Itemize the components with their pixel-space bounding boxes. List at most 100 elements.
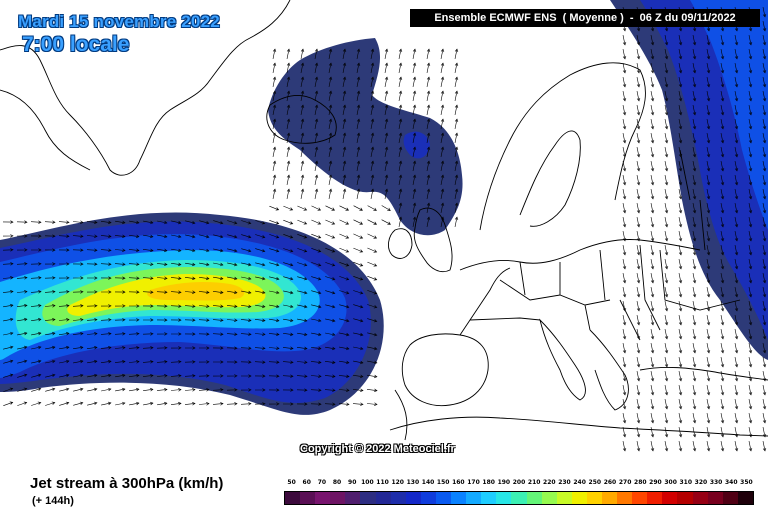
wind-arrow-icon xyxy=(314,90,319,101)
wind-arrow-icon xyxy=(129,234,140,239)
wind-arrow-icon xyxy=(692,189,697,200)
wind-arrow-icon xyxy=(762,105,767,116)
wind-arrow-icon xyxy=(198,374,210,378)
wind-arrow-icon xyxy=(412,188,417,199)
wind-arrow-icon xyxy=(272,76,277,87)
wind-arrow-icon xyxy=(30,304,42,308)
wind-arrow-icon xyxy=(734,217,739,228)
wind-arrow-icon xyxy=(678,189,683,200)
wind-arrow-icon xyxy=(762,35,767,46)
wind-arrow-icon xyxy=(664,399,669,410)
wind-arrow-icon xyxy=(338,374,350,378)
scale-label: 180 xyxy=(482,479,495,486)
scale-swatch xyxy=(300,492,316,504)
wind-arrow-icon xyxy=(622,63,627,74)
wind-arrow-icon xyxy=(272,132,277,143)
wind-arrow-icon xyxy=(199,262,210,267)
wind-arrow-icon xyxy=(2,248,14,252)
wind-arrow-icon xyxy=(353,374,364,379)
wind-arrow-icon xyxy=(706,231,711,242)
forecast-local-time: 7:00 locale xyxy=(22,33,130,56)
wind-arrow-icon xyxy=(325,219,336,225)
wind-arrow-icon xyxy=(636,49,641,60)
wind-arrow-icon xyxy=(762,133,767,144)
wind-arrow-icon xyxy=(328,48,333,59)
scale-label: 60 xyxy=(302,479,311,486)
wind-arrow-icon xyxy=(339,247,350,253)
wind-arrow-icon xyxy=(412,48,417,59)
wind-arrow-icon xyxy=(314,132,319,143)
wind-arrow-icon xyxy=(212,332,224,336)
wind-arrow-icon xyxy=(296,402,308,406)
wind-arrow-icon xyxy=(622,315,627,326)
wind-arrow-icon xyxy=(720,343,725,354)
wind-arrow-icon xyxy=(384,174,389,185)
wind-arrow-icon xyxy=(297,234,308,239)
wind-arrow-icon xyxy=(325,262,336,267)
wind-arrow-icon xyxy=(426,188,431,199)
wind-arrow-icon xyxy=(367,374,378,379)
wind-arrow-icon xyxy=(255,234,266,239)
wind-arrow-icon xyxy=(353,332,364,337)
wind-arrow-icon xyxy=(356,146,361,157)
wind-arrow-icon xyxy=(440,188,445,199)
wind-arrow-icon xyxy=(384,62,389,73)
wind-arrow-icon xyxy=(692,119,697,130)
wind-arrow-icon xyxy=(678,259,683,270)
wind-arrow-icon xyxy=(706,371,711,382)
wind-arrow-icon xyxy=(636,315,641,326)
wind-arrow-icon xyxy=(269,262,280,267)
wind-arrow-icon xyxy=(268,332,280,336)
wind-arrow-icon xyxy=(664,35,669,46)
wind-arrow-icon xyxy=(748,175,753,186)
wind-arrow-icon xyxy=(622,105,627,116)
wind-arrow-icon xyxy=(142,290,154,294)
wind-arrow-icon xyxy=(412,132,417,143)
wind-arrow-icon xyxy=(748,441,753,452)
wind-arrow-icon xyxy=(384,90,389,101)
wind-arrow-icon xyxy=(328,104,333,115)
wind-arrow-icon xyxy=(664,329,669,340)
wind-arrow-icon xyxy=(353,360,364,365)
wind-arrow-icon xyxy=(142,374,154,378)
wind-arrow-icon xyxy=(734,35,739,46)
wind-arrow-icon xyxy=(636,399,641,410)
wind-arrow-icon xyxy=(356,132,361,143)
wind-arrow-icon xyxy=(622,343,627,354)
wind-arrow-icon xyxy=(706,217,711,228)
wind-arrow-icon xyxy=(156,304,168,308)
wind-arrow-icon xyxy=(338,402,350,406)
scale-swatch xyxy=(586,492,602,504)
wind-arrow-icon xyxy=(412,146,417,157)
wind-arrow-icon xyxy=(367,219,378,225)
wind-arrow-icon xyxy=(86,318,98,322)
wind-arrow-icon xyxy=(678,343,683,354)
wind-arrow-icon xyxy=(58,276,70,280)
wind-arrow-icon xyxy=(314,188,319,199)
wind-arrow-icon xyxy=(622,427,627,438)
wind-arrow-icon xyxy=(297,332,308,337)
wind-arrow-icon xyxy=(748,133,753,144)
wind-arrow-icon xyxy=(198,402,210,406)
wind-arrow-icon xyxy=(440,216,445,227)
wind-arrow-icon xyxy=(16,290,28,294)
wind-arrow-icon xyxy=(268,388,280,392)
wind-arrow-icon xyxy=(367,360,378,365)
wind-arrow-icon xyxy=(398,216,403,227)
wind-arrow-icon xyxy=(73,276,84,280)
wind-arrow-icon xyxy=(241,276,252,281)
wind-arrow-icon xyxy=(45,359,56,364)
wind-arrow-icon xyxy=(762,245,767,256)
wind-arrow-icon xyxy=(86,234,98,238)
wind-arrow-icon xyxy=(115,220,126,225)
wind-arrow-icon xyxy=(706,133,711,144)
wind-arrow-icon xyxy=(720,413,725,424)
wind-arrow-icon xyxy=(762,371,767,382)
wind-arrow-icon xyxy=(636,329,641,340)
wind-arrow-icon xyxy=(734,385,739,396)
wind-arrow-icon xyxy=(356,188,361,199)
wind-arrow-icon xyxy=(3,345,14,350)
wind-arrow-icon xyxy=(114,262,126,266)
wind-arrow-icon xyxy=(650,301,655,312)
wind-arrow-icon xyxy=(325,318,336,323)
